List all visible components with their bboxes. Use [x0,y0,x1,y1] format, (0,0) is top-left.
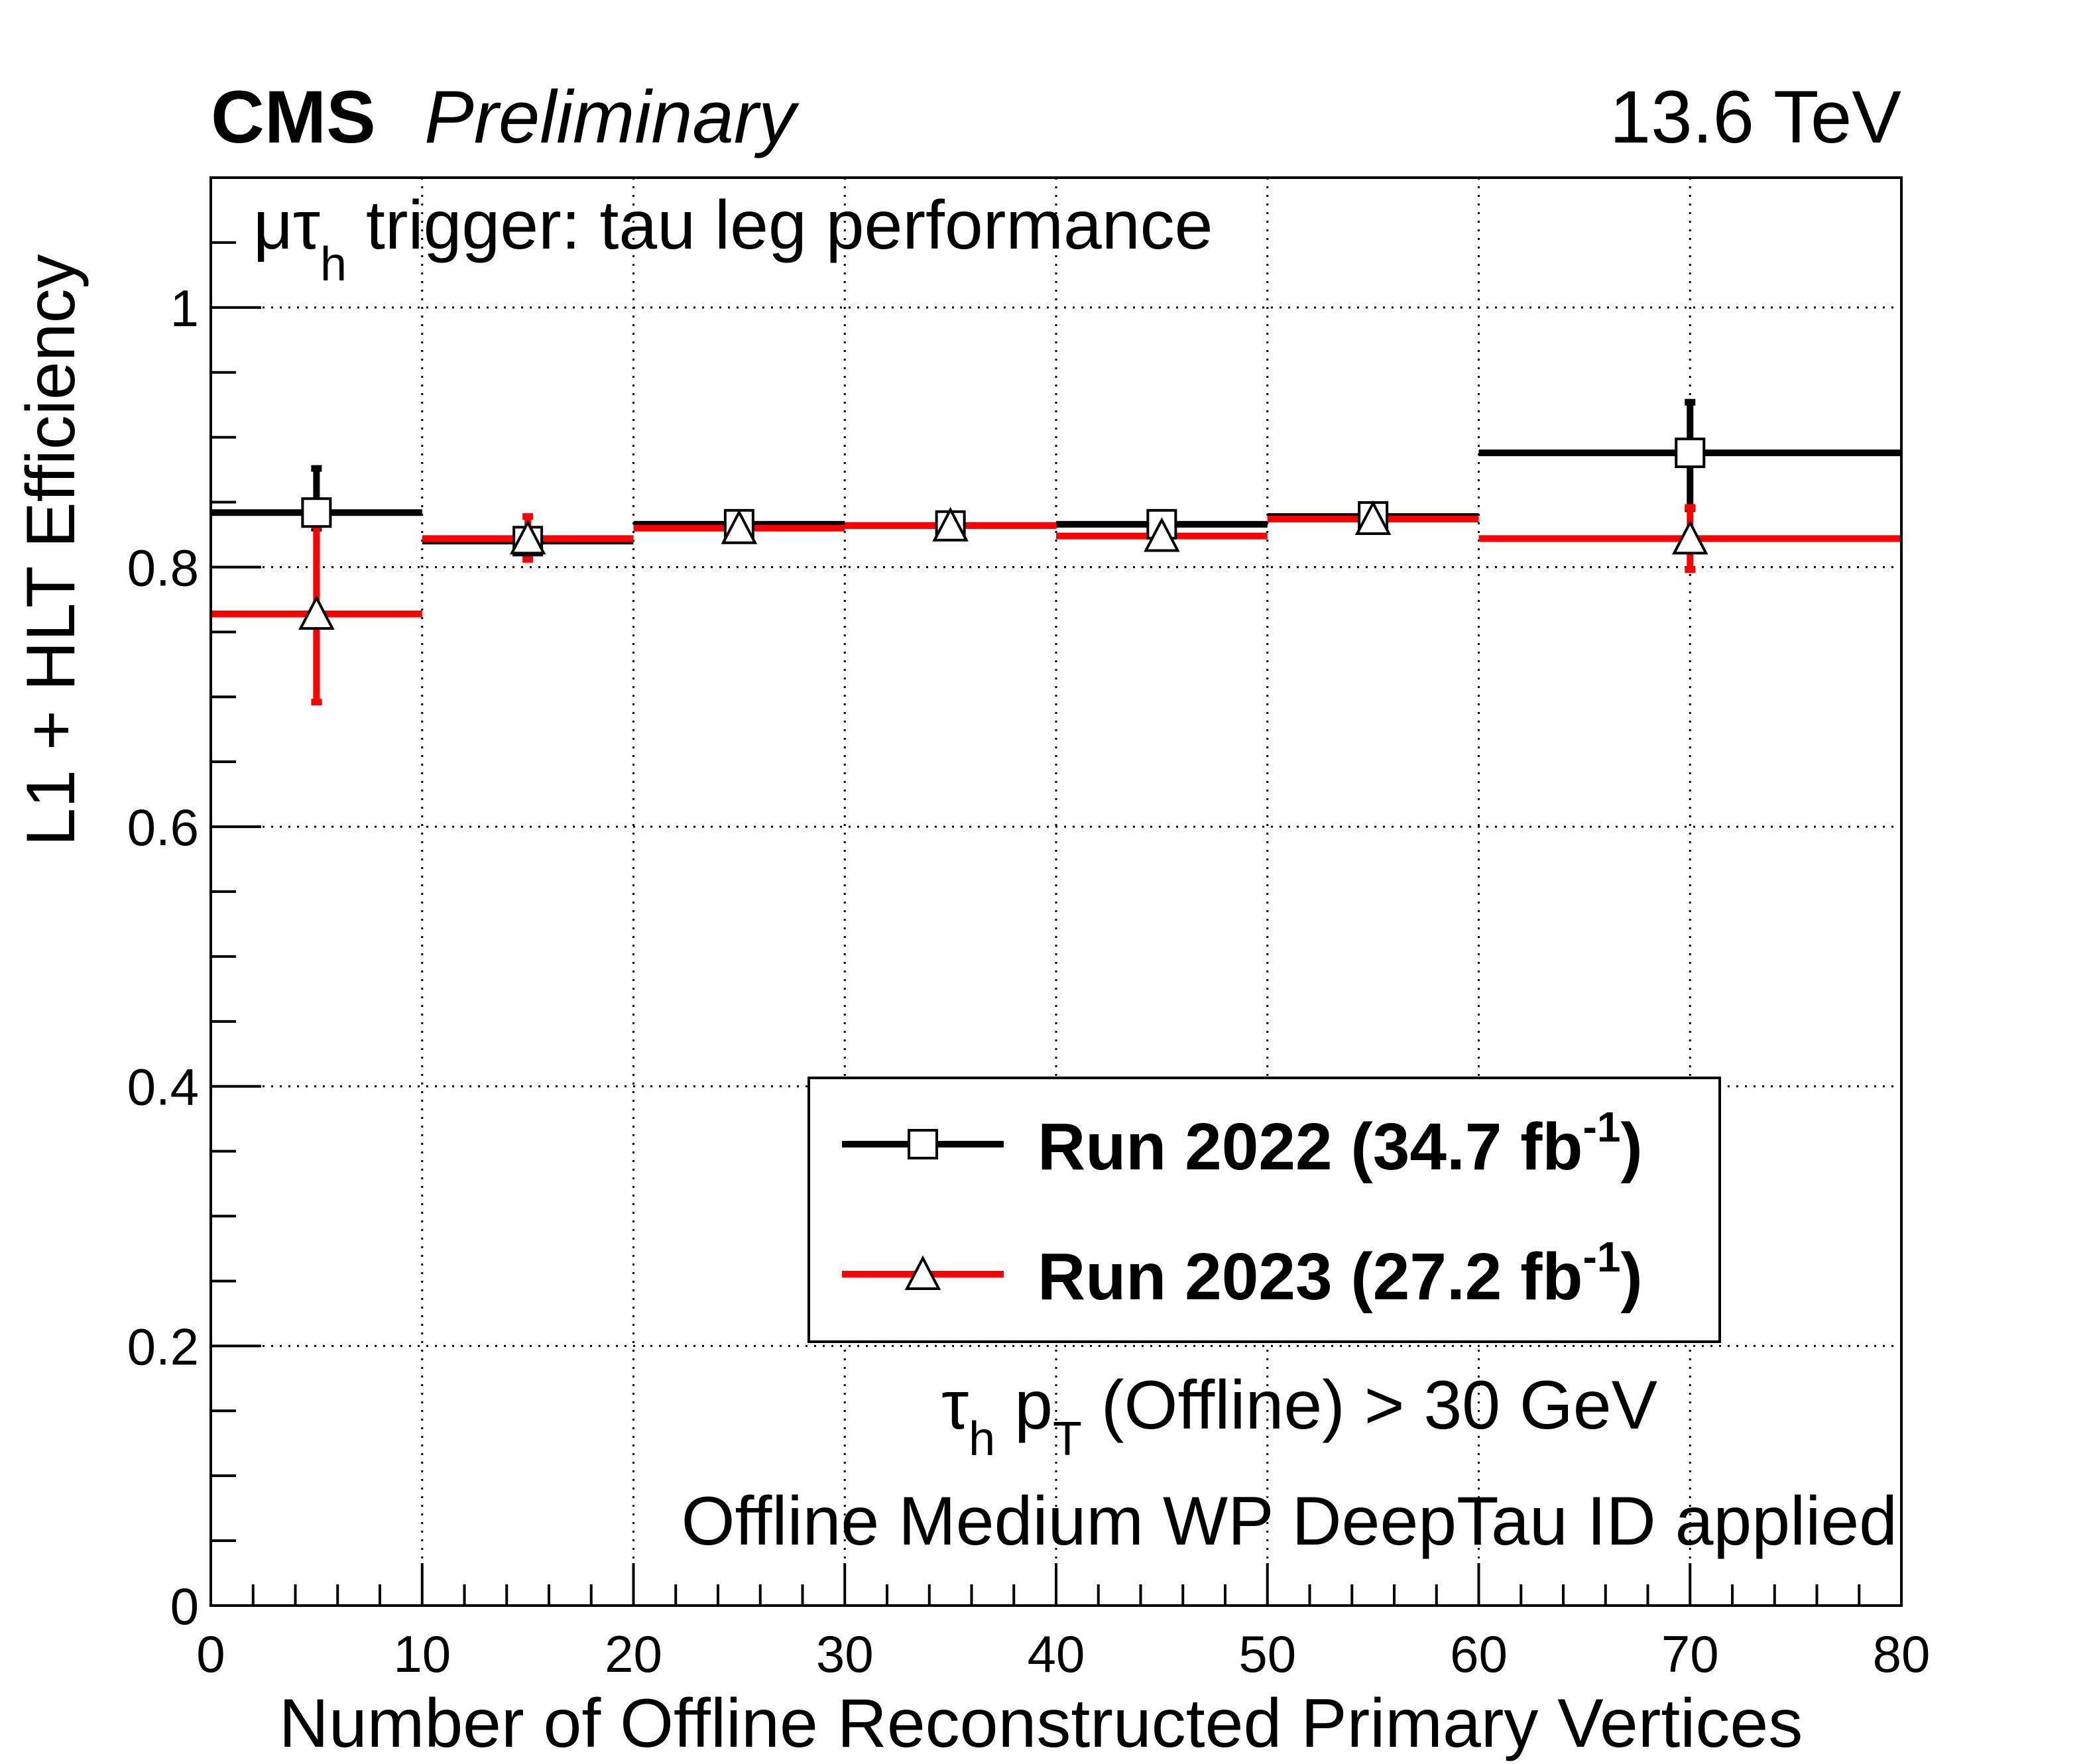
markers-run2023 [298,500,1708,630]
legend-run2022-text: Run 2022 (34.7 fb [1038,1110,1583,1184]
cut-p-sub: T [1053,1413,1082,1466]
trigger-suffix: trigger: tau leg performance [347,187,1213,264]
x-tick-label: 10 [393,1625,451,1683]
energy-label: 13.6 TeV [1610,76,1901,158]
data-point-square [1675,438,1706,469]
data-point-triangle [298,595,335,630]
x-tick-label: 80 [1873,1625,1931,1683]
legend-label-run2022: Run 2022 (34.7 fb-1) [1038,1103,1643,1184]
x-tick-label: 60 [1450,1625,1508,1683]
y-tick-label: 0.2 [127,1317,199,1376]
plot-frame [209,176,1903,1607]
x-tick-label: 30 [816,1625,874,1683]
x-tick-label: 40 [1028,1625,1085,1683]
data-point-triangle [509,520,546,555]
axis-ticks [209,241,1903,1607]
x-tick-label: 20 [605,1625,662,1683]
legend-run2023-sup: -1 [1583,1233,1621,1281]
legend-triangle-marker-icon [904,1255,941,1290]
data-point-triangle [1671,520,1708,555]
trigger-annotation: μτh trigger: tau leg performance [253,187,1213,291]
y-tick-label: 0.4 [127,1058,199,1116]
tick-labels: 0 10 20 30 40 50 60 70 80 0 0.2 0.4 0.6 0.8 1 [127,279,1931,1683]
legend-run2023-close: ) [1620,1240,1642,1314]
legend-box [807,1077,1721,1343]
data-point-triangle [1354,500,1392,536]
cut-rest: (Offline) > 30 GeV [1082,1367,1657,1444]
data-point-triangle [932,506,969,542]
trigger-prefix: μτ [253,187,320,264]
x-axis-title: Number of Offline Reconstructed Primary … [279,1685,1803,1762]
legend-run2022-sup: -1 [1583,1103,1621,1151]
y-tick-label: 0 [170,1577,199,1635]
cut-tau-sub: h [969,1413,995,1466]
data-point-square [301,497,332,528]
trigger-sub: h [320,238,347,291]
x-tick-label: 70 [1661,1625,1719,1683]
status-label: Preliminary [424,76,800,158]
experiment-label: CMS [211,76,376,158]
y-tick-label: 0.6 [127,798,199,856]
legend: Run 2022 (34.7 fb-1) Run 2023 (27.2 fb-1… [807,1077,1721,1343]
y-tick-label: 1 [170,279,199,337]
y-axis-title: L1 + HLT Efficiency [13,254,90,846]
cut-p: p [995,1367,1053,1444]
legend-label-run2023: Run 2023 (27.2 fb-1) [1038,1233,1643,1314]
legend-run2022-close: ) [1620,1110,1642,1184]
data-point-triangle [1144,517,1180,552]
legend-square-marker-icon [908,1129,938,1159]
y-tick-label: 0.8 [127,538,199,597]
x-tick-label: 50 [1238,1625,1296,1683]
x-tick-label: 0 [196,1625,225,1683]
pt-cut-annotation: τh pT (Offline) > 30 GeV [941,1367,1657,1466]
data-series [211,398,1901,706]
id-annotation: Offline Medium WP DeepTau ID applied [682,1483,1897,1560]
legend-run2023-text: Run 2023 (27.2 fb [1038,1240,1583,1314]
cut-tau: τ [941,1367,969,1444]
data-point-triangle [721,509,758,544]
